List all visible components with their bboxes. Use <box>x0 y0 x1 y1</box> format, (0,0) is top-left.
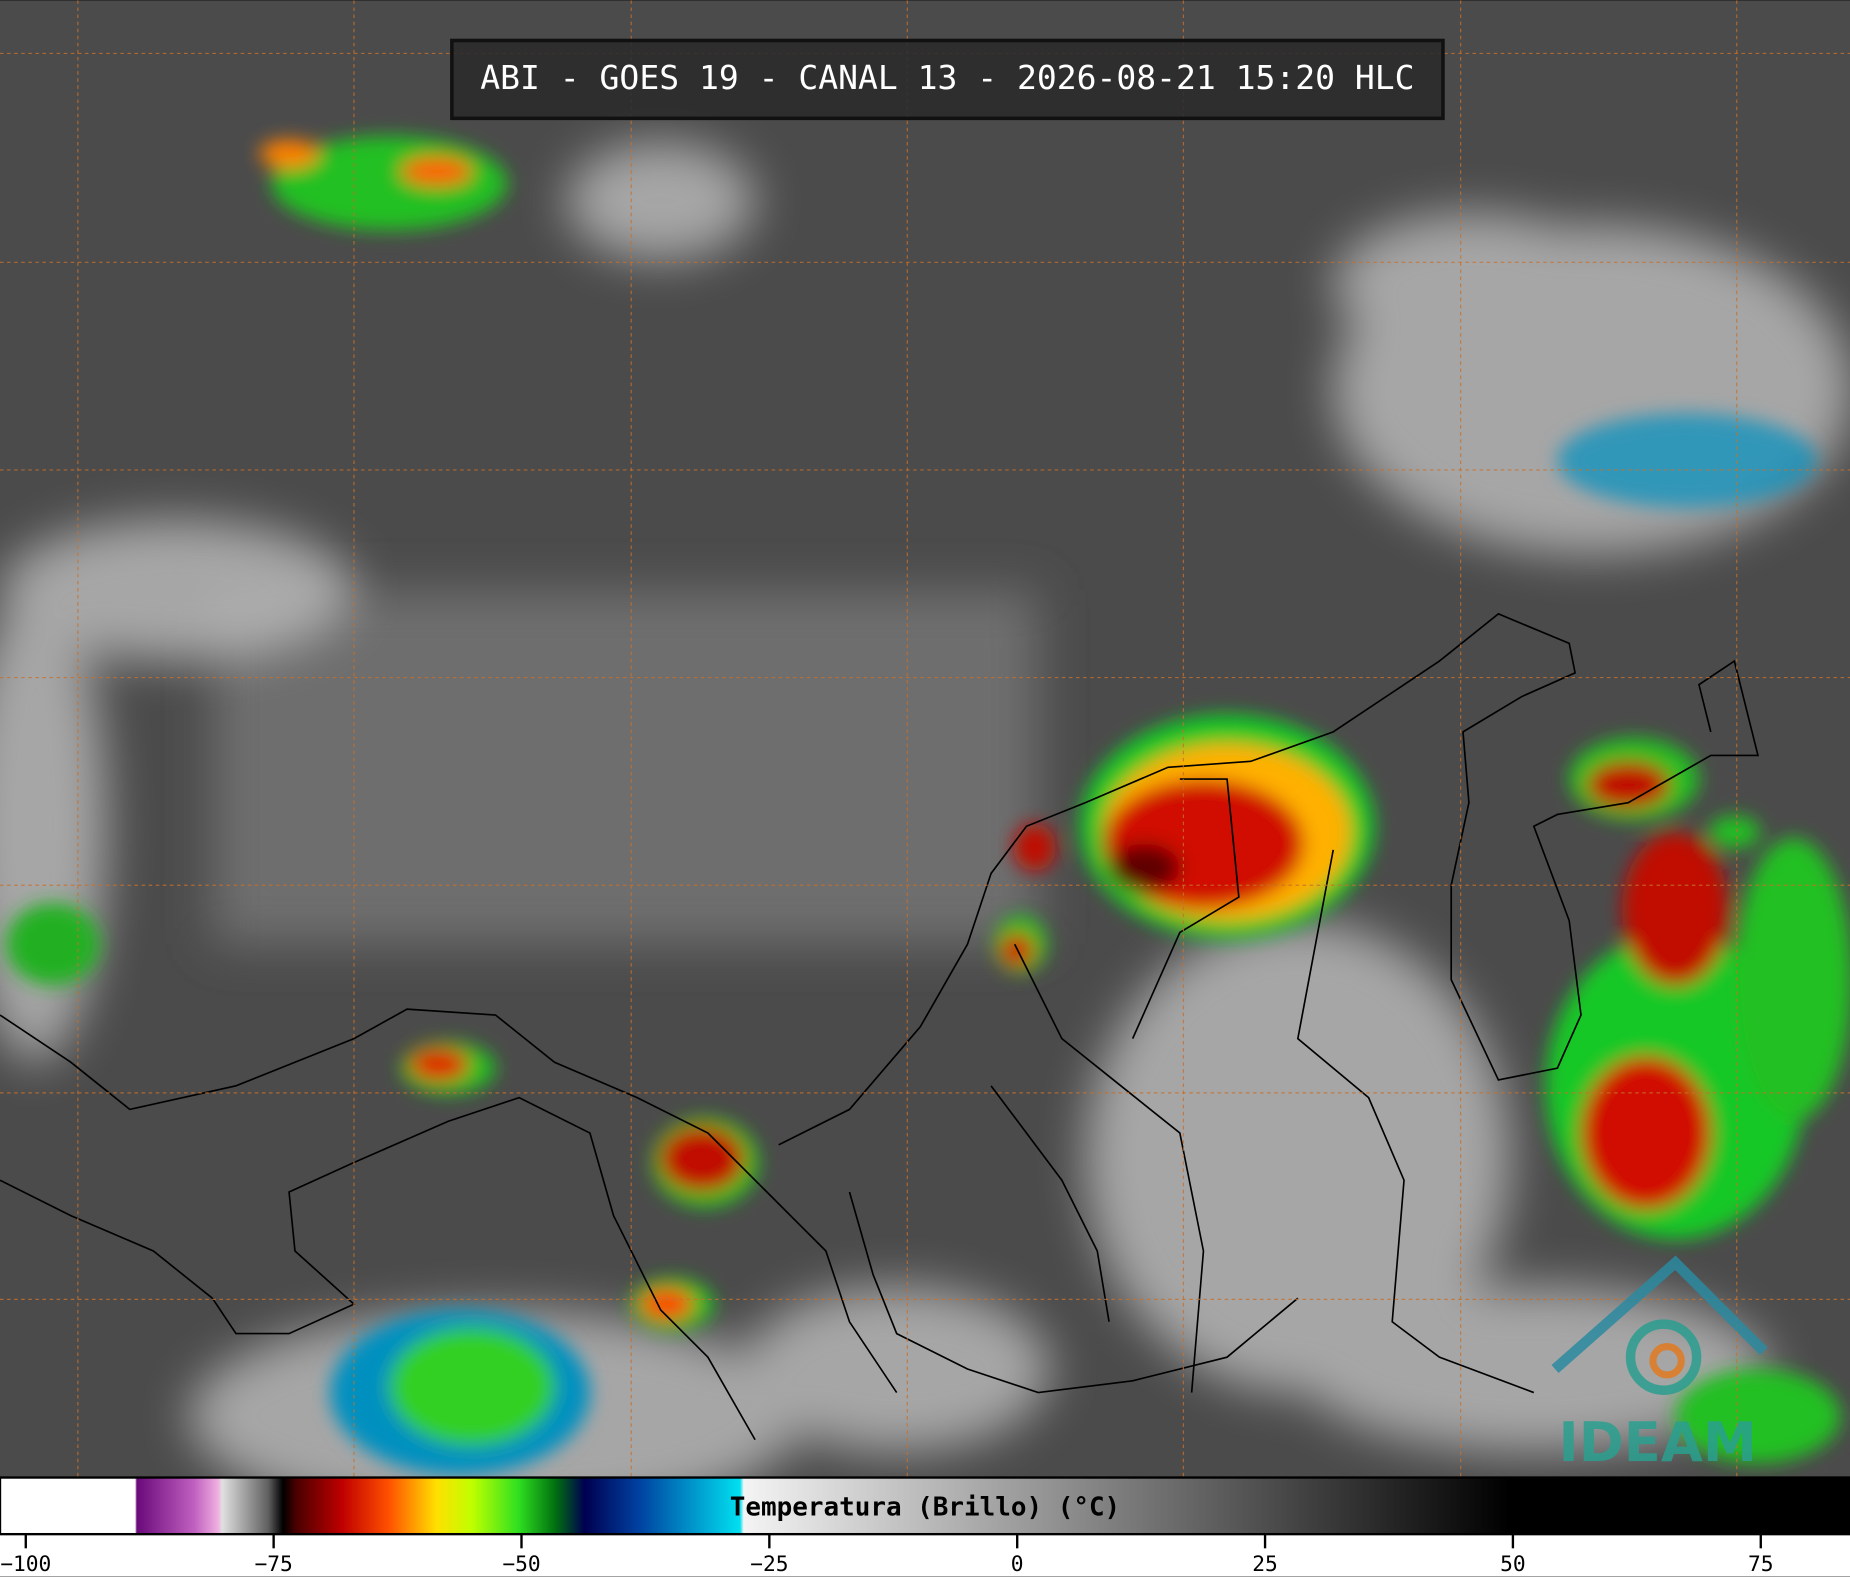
storm <box>401 1042 496 1095</box>
tick-label: −75 <box>254 1552 292 1577</box>
storm <box>5 902 590 1476</box>
tick-label: 0 <box>1011 1552 1024 1577</box>
tick-label: −25 <box>750 1552 788 1577</box>
tick-area <box>0 1535 1850 1577</box>
title: ABI - GOES 19 - CANAL 13 - 2026-08-21 15… <box>480 58 1414 97</box>
map <box>0 0 1850 1523</box>
tick-label: 75 <box>1748 1552 1774 1577</box>
logo-text: IDEAM <box>1559 1411 1757 1474</box>
storm <box>652 1117 759 1208</box>
tick-label: −100 <box>0 1552 51 1577</box>
tick-label: 50 <box>1500 1552 1526 1577</box>
tick-label: −50 <box>502 1552 540 1577</box>
colorbar <box>0 1476 1850 1536</box>
storm <box>1079 714 1375 939</box>
graticule <box>0 0 1850 1478</box>
storm <box>1545 737 1850 1240</box>
colorbar-label: Temperatura (Brillo) (°C) <box>730 1493 1120 1523</box>
tick-label: 25 <box>1252 1552 1278 1577</box>
storm <box>994 823 1056 973</box>
logo: IDEAM <box>1551 1255 1768 1474</box>
storm <box>259 136 508 231</box>
title-box <box>450 38 1445 121</box>
storm <box>1557 413 1841 1464</box>
